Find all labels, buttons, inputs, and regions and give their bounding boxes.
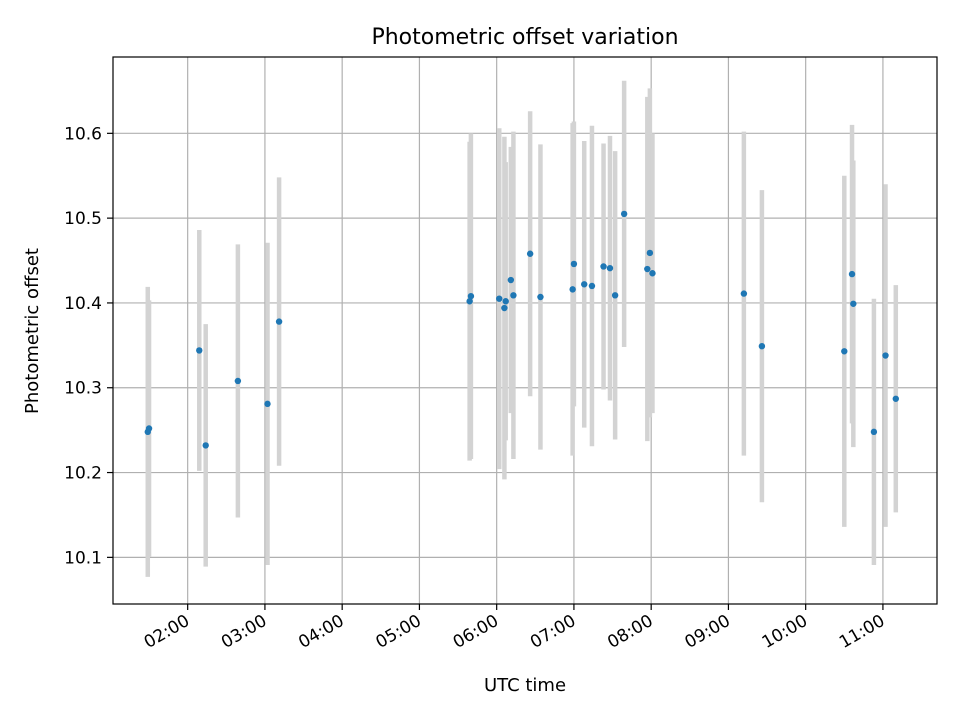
data-point (467, 292, 475, 300)
data-point (496, 295, 503, 302)
data-point (758, 342, 766, 350)
data-point (600, 263, 607, 270)
data-point (850, 300, 857, 307)
data-point (275, 318, 283, 325)
data-point (620, 210, 628, 218)
data-point (196, 347, 203, 354)
y-tick-label: 10.5 (64, 209, 102, 229)
data-point (882, 352, 889, 359)
data-point (507, 276, 515, 284)
data-point (502, 298, 509, 305)
data-point (510, 292, 517, 299)
data-point (569, 286, 576, 293)
y-tick-label: 10.2 (64, 464, 102, 484)
data-point (501, 304, 508, 312)
data-point (740, 290, 748, 297)
data-point (892, 395, 899, 402)
data-point (526, 250, 534, 257)
data-point (870, 428, 878, 436)
y-tick-label: 10.3 (64, 379, 102, 399)
data-point (611, 292, 619, 299)
plot-frame (112, 56, 938, 605)
y-tick-label: 10.4 (64, 294, 102, 314)
data-point (264, 400, 271, 408)
data-point (202, 442, 209, 449)
data-points (144, 210, 899, 449)
data-point (588, 282, 596, 290)
data-point (581, 281, 588, 288)
x-axis-label: UTC time (484, 675, 566, 696)
data-point (145, 425, 153, 432)
y-tick-label: 10.1 (64, 548, 102, 568)
y-axis-label: Photometric offset (22, 248, 43, 414)
data-point (537, 293, 544, 301)
data-point (234, 377, 242, 385)
y-axis-ticks: 10.1 10.2 10.3 10.4 10.5 10.6 (64, 124, 113, 568)
data-point (606, 264, 614, 272)
data-point (570, 260, 578, 268)
data-point (646, 249, 654, 257)
data-point (649, 270, 656, 277)
data-point (848, 270, 856, 278)
data-point (841, 348, 848, 355)
data-point (466, 298, 473, 305)
data-point (644, 265, 651, 273)
chart-title: Photometric offset variation (371, 25, 678, 50)
y-tick-label: 10.6 (64, 124, 102, 144)
